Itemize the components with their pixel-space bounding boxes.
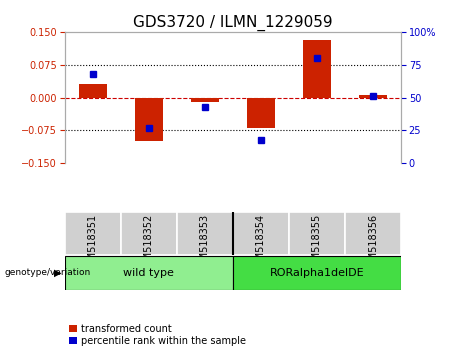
Text: GSM518354: GSM518354 (256, 214, 266, 273)
Text: GSM518352: GSM518352 (144, 214, 154, 273)
Bar (191, 98, 219, 102)
Bar (247, 98, 275, 128)
Bar (177, 212, 233, 255)
Bar (121, 212, 177, 255)
Legend: transformed count, percentile rank within the sample: transformed count, percentile rank withi… (70, 324, 246, 346)
Bar (345, 212, 401, 255)
Text: GSM518355: GSM518355 (312, 214, 322, 273)
Text: genotype/variation: genotype/variation (5, 268, 91, 277)
Bar (233, 212, 289, 255)
Text: GSM518351: GSM518351 (88, 214, 98, 273)
Bar (65, 256, 233, 290)
Text: RORalpha1delDE: RORalpha1delDE (270, 268, 364, 278)
Bar (303, 40, 331, 98)
Text: GSM518356: GSM518356 (368, 214, 378, 273)
Bar (65, 212, 121, 255)
Bar (78, 84, 106, 98)
Bar (359, 95, 387, 98)
Text: ▶: ▶ (54, 268, 61, 278)
Bar (289, 212, 345, 255)
Text: GSM518353: GSM518353 (200, 214, 210, 273)
Text: wild type: wild type (123, 268, 174, 278)
Bar (233, 256, 401, 290)
Title: GDS3720 / ILMN_1229059: GDS3720 / ILMN_1229059 (133, 14, 333, 30)
Bar (135, 98, 163, 141)
